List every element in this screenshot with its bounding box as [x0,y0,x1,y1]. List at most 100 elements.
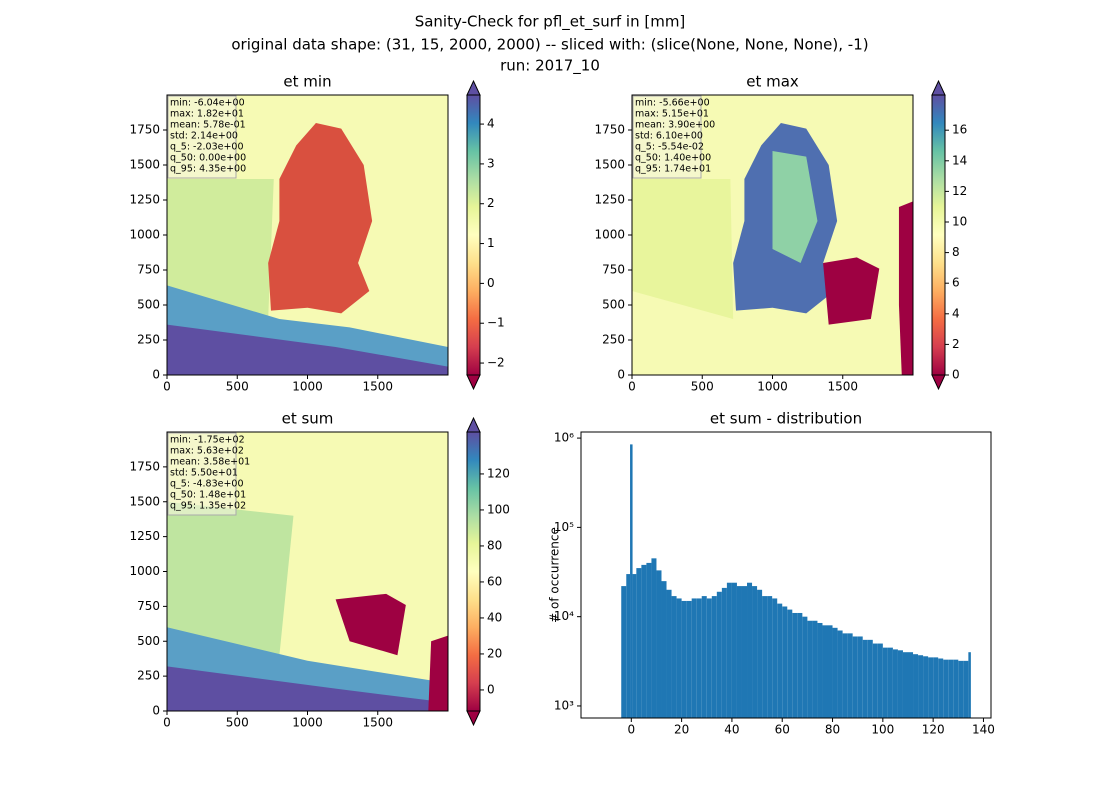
bar [681,600,687,718]
axes-frame [580,431,992,719]
colorbar-tick-label: 4 [952,306,960,320]
colorbar [932,95,945,375]
bar [892,649,898,718]
colorbar-tick-label: −2 [487,356,505,370]
bar [877,643,883,718]
x-tick-label: 500 [226,380,249,394]
bar [636,568,642,718]
bar [897,650,903,718]
y-tick-label: 750 [137,599,160,613]
colorbar-tick-label: 6 [952,276,960,290]
stats-box [632,95,702,179]
bar [691,598,697,718]
bar [807,620,813,718]
image-region [268,123,373,314]
bar [782,606,788,718]
x-tick-label: 40 [724,723,739,737]
colorbar-extend [931,374,946,391]
x-tick-label: 1000 [757,380,788,394]
stats-line: mean: 5.78e-01 [170,120,246,131]
bar [632,574,637,718]
subplot-title: et sum - distribution [710,410,862,428]
colorbar [467,432,480,711]
stats-line: q_50: 1.40e+00 [635,153,711,164]
y-tick-label: 250 [137,669,160,683]
y-tick-label: 1500 [129,494,160,508]
stats-line: q_95: 1.35e+02 [170,501,246,512]
bar [686,600,692,718]
x-tick-label: 1000 [292,716,323,730]
bar [887,647,893,718]
bar [676,598,682,718]
bar [701,596,707,718]
bar [857,636,863,718]
stats-line: q_50: 0.00e+00 [170,153,246,164]
x-tick-label: 500 [691,380,714,394]
colorbar-tick-label: 14 [952,153,967,167]
y-tick-label: 1750 [594,123,625,137]
figure-title: original data shape: (31, 15, 2000, 2000… [231,36,868,54]
bar [787,609,793,718]
x-tick-label: 140 [972,723,995,737]
bar [711,596,717,718]
y-axis-label: # of occurrence [548,527,562,623]
colorbar-tick-label: 3 [487,156,495,170]
colorbar-tick-label: 8 [952,245,960,259]
x-tick-label: 120 [922,723,945,737]
image-region [167,501,294,656]
stats-line: q_95: 1.74e+01 [635,164,711,175]
y-tick-label: 500 [137,298,160,312]
colorbar-extend [466,710,481,727]
colorbar-tick-label: 80 [487,538,502,552]
bar [641,564,647,718]
colorbar-tick-label: 60 [487,574,502,588]
y-tick-label: 500 [137,634,160,648]
stats-line: std: 6.10e+00 [635,131,703,142]
bar [907,652,914,718]
image-region [772,151,818,263]
stats-line: std: 5.50e+01 [170,468,238,479]
bar [968,652,971,718]
bar [747,582,753,718]
bar [741,586,748,718]
colorbar-tick-label: 0 [487,276,495,290]
colorbar-tick-label: 20 [487,646,502,660]
y-tick-label: 1500 [129,158,160,172]
colorbar-tick-label: 1 [487,236,495,250]
bar [827,625,833,718]
bar [651,558,657,718]
bar [817,622,823,718]
colorbar-tick-label: 4 [487,117,495,131]
y-tick-label: 250 [602,333,625,347]
bar [953,659,959,718]
y-tick-label: 250 [137,333,160,347]
colorbar-tick-label: 2 [487,196,495,210]
stats-line: max: 1.82e+01 [170,109,244,120]
colorbar-tick-label: 16 [952,123,967,137]
image-region [898,201,913,375]
y-tick-label: 1000 [594,228,625,242]
subplot-title: et sum [282,410,334,428]
colorbar-extend [466,374,481,391]
image-region [167,179,274,319]
bar [872,643,878,718]
colorbar-tick-label: 12 [952,184,967,198]
stats-line: q_95: 4.35e+00 [170,164,246,175]
colorbar-tick-label: 10 [952,214,967,228]
stats-line: min: -1.75e+02 [170,435,245,446]
colorbar-frame [466,94,481,376]
image-region [823,257,880,325]
bar [847,633,853,718]
image-region [167,666,448,711]
y-tick-label: 1250 [129,193,160,207]
bar [832,627,838,718]
bar [721,587,727,718]
y-tick-label: 750 [602,263,625,277]
y-tick-label: 1250 [594,193,625,207]
y-tick-label: 1250 [129,529,160,543]
stats-line: min: -6.04e+00 [170,98,245,109]
colorbar-frame [931,94,946,376]
bar [762,596,768,718]
stats-line: min: -5.66e+00 [635,98,710,109]
y-tick-label: 1750 [129,123,160,137]
